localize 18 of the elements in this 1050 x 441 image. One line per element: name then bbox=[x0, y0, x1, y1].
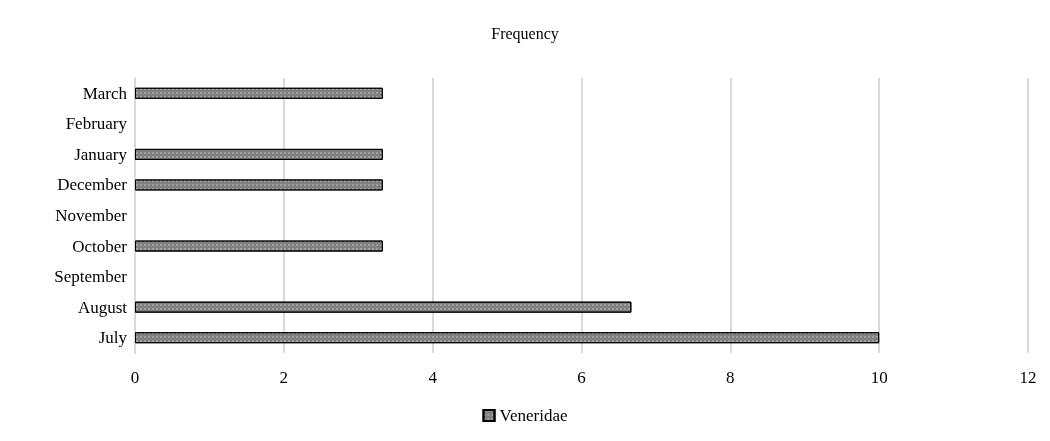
y-tick-label: March bbox=[82, 83, 128, 103]
x-tick-label: 10 bbox=[870, 368, 888, 387]
y-tick-label: August bbox=[77, 297, 128, 317]
chart-title: Frequency bbox=[491, 24, 559, 43]
y-tick-label: December bbox=[57, 175, 128, 195]
x-tick-label: 2 bbox=[279, 368, 289, 387]
y-tick-label: November bbox=[55, 206, 128, 225]
legend-label: Veneridae bbox=[499, 406, 568, 425]
x-tick-label: 0 bbox=[130, 368, 140, 387]
x-tick-label: 4 bbox=[428, 368, 438, 387]
y-tick-label: February bbox=[65, 114, 128, 134]
y-tick-label: October bbox=[72, 236, 128, 256]
y-tick-label: July bbox=[98, 328, 128, 348]
x-tick-label: 12 bbox=[1019, 368, 1037, 387]
y-tick-label: January bbox=[74, 144, 128, 164]
x-tick-label: 8 bbox=[726, 368, 735, 387]
y-tick-label: September bbox=[54, 267, 128, 287]
x-tick-label: 6 bbox=[577, 368, 586, 387]
